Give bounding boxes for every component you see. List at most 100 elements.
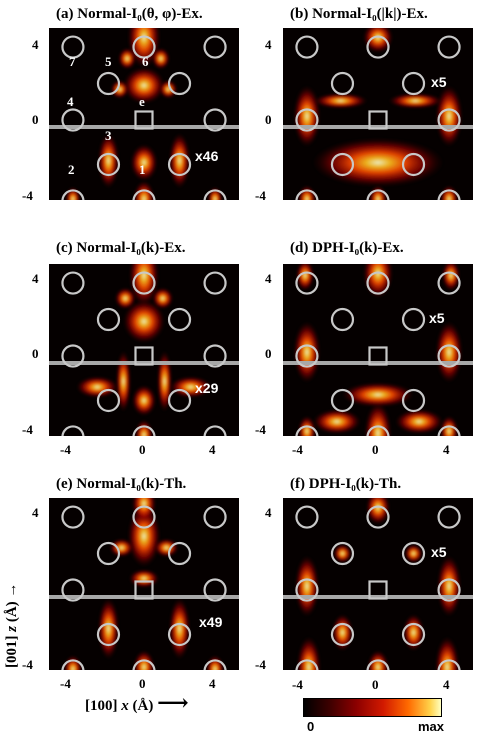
intensity-spot-upper <box>388 93 443 109</box>
x-tick-neg4: -4 <box>60 676 71 691</box>
intensity-spot-upper <box>293 321 321 383</box>
panel-f: x5 <box>283 498 473 670</box>
intensity-spot-lower <box>135 419 153 436</box>
y-tick-4: 4 <box>32 37 39 52</box>
intensity-spot-upper <box>152 287 174 310</box>
y-axis-label-unit: (Å) <box>4 601 20 623</box>
intensity-map-a <box>49 28 239 200</box>
y-tick-neg4: -4 <box>255 657 266 672</box>
atom-circle <box>61 35 85 59</box>
emitter-square <box>134 346 154 366</box>
colorbar <box>303 698 442 717</box>
y-tick-0: 0 <box>32 112 39 127</box>
panel-d: x5 <box>283 264 473 436</box>
surface-separator <box>283 125 473 129</box>
intensity-spot-lower <box>369 185 387 200</box>
atom-circle <box>61 108 85 132</box>
y-axis-arrow-icon: → <box>4 582 20 598</box>
intensity-spot-lower <box>130 144 158 181</box>
emitter-square <box>134 580 154 600</box>
atom-circle <box>132 425 156 436</box>
atom-label: 4 <box>67 94 74 109</box>
panel-multiplier-c: x29 <box>195 380 219 396</box>
intensity-spot-upper <box>293 85 321 147</box>
atom-circle <box>132 271 156 295</box>
intensity-spot-lower <box>132 385 156 416</box>
intensity-spot-upper <box>435 321 463 383</box>
atom-circle <box>61 425 85 436</box>
intensity-spot-upper <box>404 544 423 563</box>
atom-circle <box>61 505 85 529</box>
x-axis-label-prefix: [100] <box>85 698 118 714</box>
intensity-map-c <box>49 264 239 436</box>
atom-circle <box>96 152 121 177</box>
intensity-spot-upper <box>151 47 170 70</box>
intensity-spot-lower <box>312 409 361 434</box>
x-axis-label-unit: (Å) <box>132 698 154 714</box>
intensity-spot-upper <box>154 538 179 557</box>
atom-circle <box>295 189 319 200</box>
intensity-spot-lower <box>97 598 119 660</box>
intensity-spot-lower <box>440 185 459 200</box>
intensity-spot-lower <box>403 614 425 651</box>
atom-circle <box>330 71 355 96</box>
atom-circle <box>203 344 227 368</box>
intensity-spot-lower <box>169 132 191 189</box>
y-axis-label: [001] z (Å) → <box>4 583 21 668</box>
y-tick-neg4: -4 <box>255 188 266 203</box>
panel-multiplier-f: x5 <box>431 544 447 560</box>
y-tick-neg4: -4 <box>22 657 33 672</box>
atom-circle <box>295 578 319 602</box>
atom-circle <box>96 307 121 332</box>
panel-a: x46 7 5 6 4 e 3 2 1 <box>49 28 239 200</box>
y-tick-4: 4 <box>32 505 39 520</box>
y-tick-neg4: -4 <box>255 422 266 437</box>
intensity-spot-upper <box>313 93 368 109</box>
emitter-square <box>368 110 388 130</box>
atom-label: 7 <box>69 54 76 69</box>
panel-title-d: (d) DPH-I₀(k)-Ex. <box>290 240 404 256</box>
intensity-spot-upper <box>127 505 161 567</box>
y-tick-4: 4 <box>32 271 39 286</box>
atom-circle <box>167 622 192 647</box>
atom-circle <box>330 541 355 566</box>
y-tick-0: 0 <box>265 112 272 127</box>
atom-label: 1 <box>139 162 146 177</box>
surface-separator <box>283 361 473 365</box>
atom-circle <box>437 425 461 436</box>
atom-circle <box>295 659 319 670</box>
y-axis-label-prefix: [001] <box>4 635 20 669</box>
atom-circle <box>366 189 390 200</box>
atom-circle <box>366 271 390 295</box>
atom-circle <box>203 35 227 59</box>
atom-circle <box>61 659 85 670</box>
atom-circle <box>203 189 227 200</box>
panel-b: x5 <box>283 28 473 200</box>
atom-circle <box>330 622 355 647</box>
intensity-map-d <box>283 264 473 436</box>
panel-title-e: (e) Normal-I₀(k)-Th. <box>56 476 187 492</box>
atom-circle <box>295 344 319 368</box>
intensity-spot-lower <box>169 376 212 398</box>
intensity-spot-upper <box>123 67 165 104</box>
surface-separator <box>49 125 239 129</box>
panel-title-c: (c) Normal-I₀(k)-Ex. <box>56 240 186 256</box>
intensity-spot-lower <box>342 382 414 408</box>
x-tick-4: 4 <box>443 677 450 692</box>
atom-circle <box>437 108 461 132</box>
atom-circle <box>167 388 192 413</box>
atom-circle <box>132 659 156 670</box>
intensity-spot-lower <box>115 350 131 412</box>
x-axis-label: [100] x (Å) ⟶ <box>85 692 189 715</box>
y-tick-4: 4 <box>265 37 272 52</box>
intensity-spot-upper <box>294 555 319 617</box>
panel-multiplier-d: x5 <box>429 310 445 326</box>
emitter-square <box>368 346 388 366</box>
atom-circle <box>96 622 121 647</box>
intensity-spot-upper <box>123 299 165 343</box>
x-tick-4: 4 <box>443 442 450 457</box>
intensity-spot-lower <box>169 598 191 660</box>
atom-label: e <box>139 94 145 109</box>
y-tick-4: 4 <box>265 505 272 520</box>
atom-label: 3 <box>105 128 112 143</box>
